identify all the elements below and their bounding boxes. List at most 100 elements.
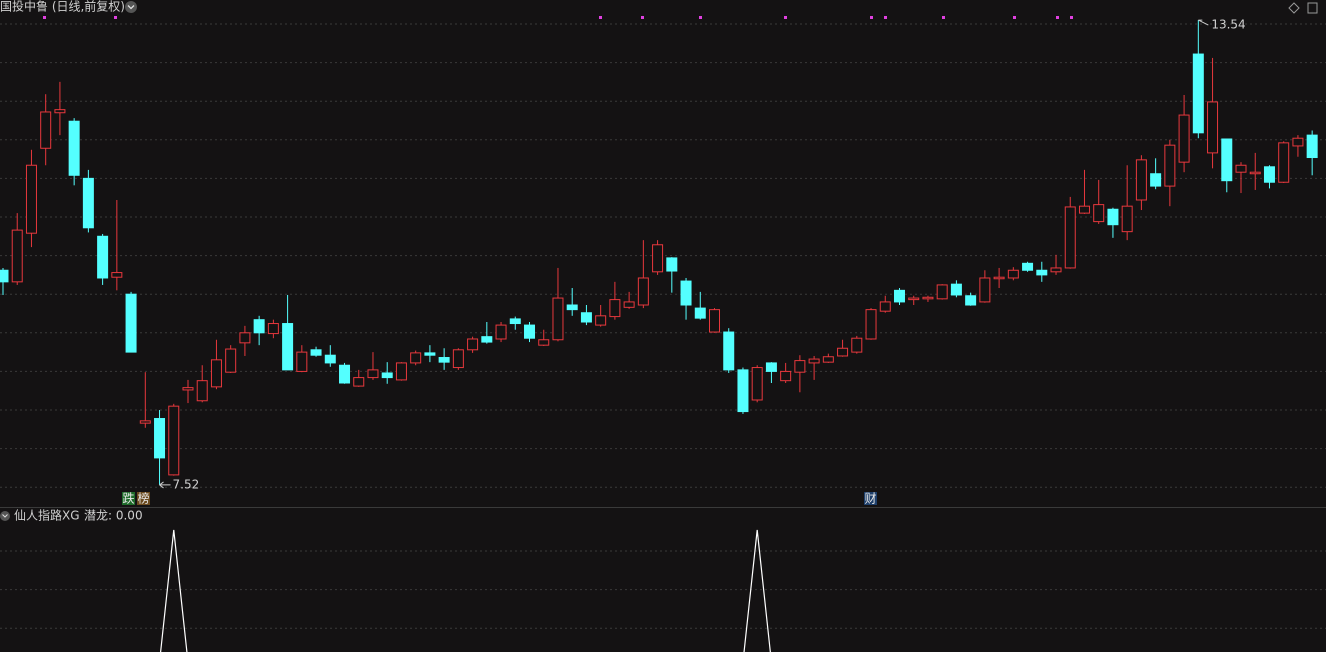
candle-body bbox=[324, 354, 336, 364]
candle-body bbox=[182, 387, 194, 391]
candle-body bbox=[68, 120, 80, 176]
candle-body bbox=[1093, 204, 1105, 223]
candle-body bbox=[1221, 138, 1233, 182]
signal-dot bbox=[1056, 16, 1059, 19]
candle-body bbox=[1178, 114, 1190, 163]
high-marker bbox=[1198, 19, 1209, 26]
candle-body bbox=[865, 309, 877, 340]
candle-body bbox=[808, 358, 820, 364]
candle-body bbox=[1036, 269, 1048, 276]
candle-body bbox=[637, 277, 649, 306]
event-label[interactable]: 财 bbox=[864, 492, 876, 506]
candle-body bbox=[1207, 101, 1219, 154]
signal-dot bbox=[114, 16, 117, 19]
candle-body bbox=[1164, 144, 1176, 187]
candle-body bbox=[25, 164, 37, 234]
candle-body bbox=[467, 338, 479, 351]
candle-body bbox=[950, 283, 962, 296]
candle-body bbox=[125, 293, 137, 353]
dropdown-icon[interactable] bbox=[125, 1, 137, 13]
candle-body bbox=[993, 276, 1005, 280]
candle-body bbox=[1263, 166, 1275, 183]
candle-body bbox=[239, 332, 251, 344]
candle-body bbox=[339, 364, 351, 384]
candle-body bbox=[353, 377, 365, 387]
candle-body bbox=[965, 295, 977, 306]
candle-body bbox=[82, 177, 94, 229]
candle-body bbox=[1078, 205, 1090, 214]
candle-body bbox=[40, 111, 52, 149]
candle-body bbox=[1121, 205, 1133, 233]
candle-body bbox=[495, 324, 507, 340]
signal-dot bbox=[699, 16, 702, 19]
candle-body bbox=[524, 324, 536, 339]
candle-body bbox=[609, 299, 621, 318]
event-label[interactable]: 跌 bbox=[122, 491, 134, 506]
indicator-title: 仙人指路XG bbox=[14, 508, 80, 523]
candle-body bbox=[595, 315, 607, 326]
candle-body bbox=[765, 362, 777, 372]
candle-body bbox=[509, 318, 521, 325]
candle-body bbox=[837, 347, 849, 357]
candle-body bbox=[54, 109, 66, 114]
candle-body bbox=[680, 280, 692, 306]
candle-body bbox=[438, 357, 450, 363]
candle-body bbox=[1306, 134, 1318, 159]
candle-body bbox=[922, 296, 934, 300]
candle-body bbox=[97, 235, 109, 279]
candle-body bbox=[395, 362, 407, 381]
candle-body bbox=[1050, 267, 1062, 273]
signal-dot bbox=[1070, 16, 1073, 19]
legend-entry: 潜龙: 0.00 bbox=[84, 509, 143, 523]
candle-body bbox=[1135, 159, 1147, 201]
candle-body bbox=[296, 351, 308, 372]
candle-body bbox=[424, 352, 436, 356]
candle-body bbox=[1249, 171, 1261, 175]
candle-body bbox=[310, 349, 322, 356]
candle-body bbox=[1107, 208, 1119, 226]
candle-body bbox=[282, 323, 294, 371]
low-label: 7.52 bbox=[173, 477, 200, 491]
candle-body bbox=[1235, 164, 1247, 173]
candle-body bbox=[709, 309, 720, 333]
candle-body bbox=[580, 312, 592, 323]
candle-body bbox=[481, 336, 493, 343]
candle-body bbox=[893, 289, 905, 303]
candle-body bbox=[1150, 173, 1162, 187]
candle-body bbox=[737, 369, 749, 413]
window-icon[interactable] bbox=[1307, 2, 1318, 14]
candle-body bbox=[1064, 206, 1076, 269]
indicator-arrow bbox=[2, 514, 8, 518]
signal-dot bbox=[641, 16, 644, 19]
candle-body bbox=[566, 304, 578, 311]
signal-dot bbox=[884, 16, 887, 19]
candle-body bbox=[751, 367, 763, 401]
event-box bbox=[864, 492, 877, 505]
candle-body bbox=[879, 301, 891, 312]
candle-body bbox=[154, 418, 166, 459]
candle-body bbox=[267, 323, 279, 335]
candle-body bbox=[1022, 262, 1034, 271]
candle-body bbox=[780, 370, 792, 382]
dropdown-arrow bbox=[127, 5, 135, 10]
signal-dot bbox=[784, 16, 787, 19]
event-label[interactable]: 榜 bbox=[137, 491, 149, 506]
candle-body bbox=[11, 229, 23, 283]
candle-body bbox=[367, 369, 379, 379]
signal-dot bbox=[870, 16, 873, 19]
candle-body bbox=[111, 272, 123, 278]
candle-body bbox=[908, 297, 920, 301]
candle-body bbox=[623, 301, 635, 308]
candle-body bbox=[694, 307, 706, 319]
event-box bbox=[137, 492, 150, 505]
diamond-icon[interactable] bbox=[1288, 2, 1300, 14]
candle-body bbox=[552, 297, 564, 341]
candle-body bbox=[851, 337, 863, 353]
indicator-icon[interactable] bbox=[0, 511, 10, 521]
candle-body bbox=[723, 331, 735, 371]
candle-body bbox=[794, 360, 806, 373]
candle-body bbox=[168, 405, 180, 476]
